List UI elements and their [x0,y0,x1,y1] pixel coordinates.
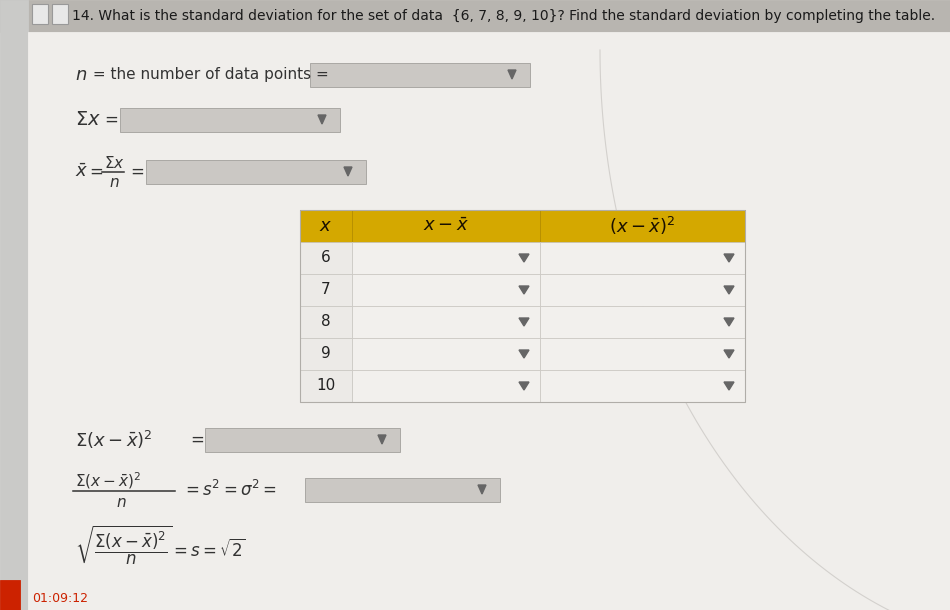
Bar [300,242,352,274]
Bar [540,210,745,242]
Bar [352,370,540,402]
Bar [352,338,540,370]
Text: $\Sigma(x - \bar{x})^2$: $\Sigma(x - \bar{x})^2$ [75,471,142,491]
Text: 7: 7 [321,282,331,298]
Bar [32,4,48,24]
Bar [540,370,745,402]
Bar [300,370,352,402]
Bar [120,108,340,132]
Polygon shape [378,435,386,444]
Bar [310,63,530,87]
Text: $\Sigma(x - \bar{x})^2$: $\Sigma(x - \bar{x})^2$ [75,429,153,451]
Bar [300,210,745,402]
Bar [300,274,352,306]
Text: $\sqrt{\dfrac{\Sigma(x - \bar{x})^2}{n}} = s = \sqrt{2}$: $\sqrt{\dfrac{\Sigma(x - \bar{x})^2}{n}}… [75,523,246,567]
Bar [540,242,745,274]
Polygon shape [724,318,734,326]
Text: 14. What is the standard deviation for the set of data  {6, 7, 8, 9, 10}? Find t: 14. What is the standard deviation for t… [72,9,935,23]
Text: =: = [89,163,103,181]
Polygon shape [519,286,529,294]
Polygon shape [519,350,529,358]
Text: 01:09:12: 01:09:12 [32,592,88,605]
Text: =: = [190,431,204,449]
Text: 9: 9 [321,346,331,362]
Text: $= s^2 = \sigma^2 =$: $= s^2 = \sigma^2 =$ [182,480,276,500]
Polygon shape [344,167,352,176]
Bar [300,338,352,370]
Text: $x$: $x$ [319,217,332,235]
Bar [540,306,745,338]
Bar [352,210,540,242]
Bar [540,274,745,306]
Polygon shape [724,350,734,358]
Polygon shape [724,254,734,262]
Text: $n$: $n$ [75,66,87,84]
Text: =: = [130,163,143,181]
Text: $\bar{x}$: $\bar{x}$ [75,163,88,181]
Bar [300,210,352,242]
Text: 10: 10 [316,378,335,393]
Text: = the number of data points =: = the number of data points = [88,68,329,82]
Polygon shape [508,70,516,79]
Bar [52,4,68,24]
Text: 6: 6 [321,251,331,265]
Bar [352,242,540,274]
Text: $n$: $n$ [116,496,126,510]
Polygon shape [318,115,326,124]
Polygon shape [724,286,734,294]
Bar [540,338,745,370]
Bar [305,478,500,502]
Bar [0,580,20,610]
Bar [0,0,28,610]
Text: $n$: $n$ [109,176,120,190]
Text: $\Sigma x$: $\Sigma x$ [75,111,101,129]
Polygon shape [519,382,529,390]
Bar [0,0,950,32]
Text: 8: 8 [321,315,331,329]
Polygon shape [519,254,529,262]
Text: =: = [104,111,118,129]
Text: $\Sigma x$: $\Sigma x$ [104,155,124,171]
Polygon shape [519,318,529,326]
Polygon shape [724,382,734,390]
Text: $x - \bar{x}$: $x - \bar{x}$ [423,217,469,235]
Bar [352,274,540,306]
Polygon shape [478,485,486,494]
Bar [300,306,352,338]
Bar [352,306,540,338]
Text: $(x - \bar{x})^2$: $(x - \bar{x})^2$ [609,215,675,237]
Bar [205,428,400,452]
Bar [146,160,366,184]
